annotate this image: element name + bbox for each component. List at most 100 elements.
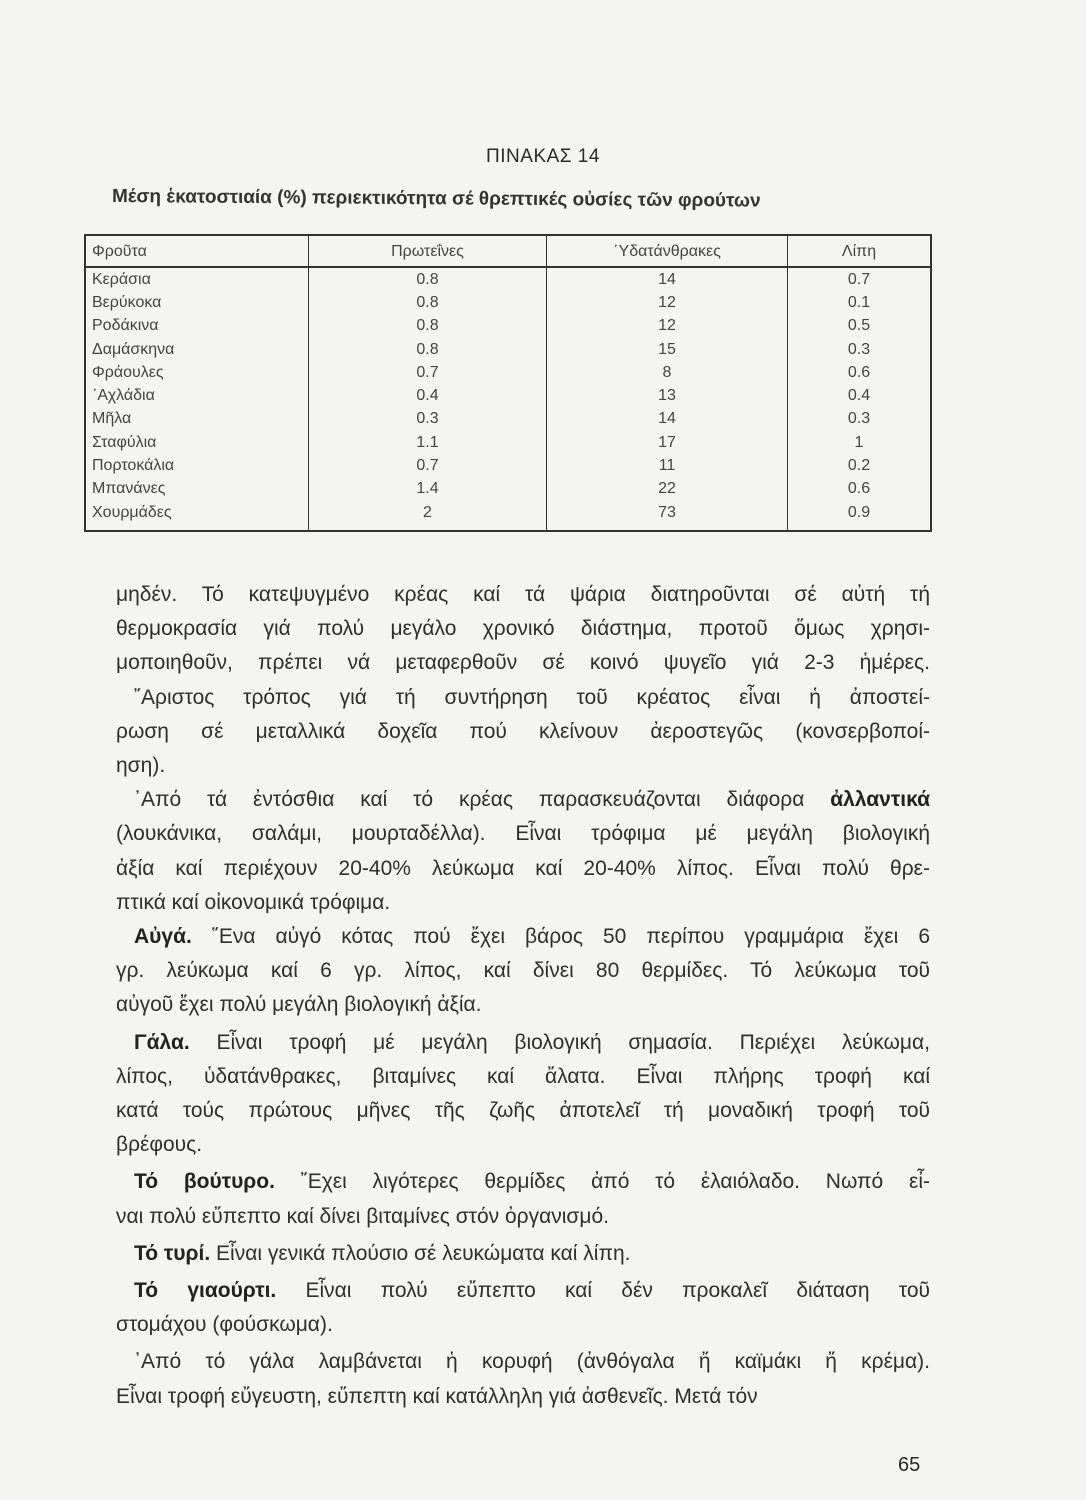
cell-protein: 0.8 <box>308 337 547 362</box>
section-heading: Γάλα. <box>134 1030 190 1054</box>
section-heading: Τό τυρί. <box>134 1241 211 1265</box>
text-line: αὐγοῦ ἔχει πολύ μεγάλη βιολογική ἀξία. <box>116 988 930 1022</box>
line-text: ρωση σέ μεταλλικά δοχεῖα πού κλείνουν ἀε… <box>116 719 930 743</box>
cell-fat: 0.9 <box>787 500 931 532</box>
text-line: Τό τυρί. Εἶναι γενικά πλούσιο σέ λευκώμα… <box>116 1237 930 1271</box>
cell-fruit: Σταφύλια <box>92 433 157 451</box>
cell-fruit: Μῆλα <box>92 410 132 428</box>
line-text: ᾽Από τό γάλα λαμβάνεται ἡ κορυφή (ἀνθόγα… <box>134 1350 930 1374</box>
body-text: μηδέν. Τό κατεψυγμένο κρέας καί τά ψάρια… <box>116 578 930 1414</box>
table-row: Βερύκοκα 0.8 12 0.1 <box>85 291 931 315</box>
cell-carbs: 13 <box>546 384 788 408</box>
text-line: Γάλα. Εἶναι τροφή μέ μεγάλη βιολογική ση… <box>116 1026 930 1060</box>
table-row: Ροδάκινα 0.8 12 0.5 <box>85 314 931 338</box>
cell-carbs: 12 <box>546 314 788 338</box>
table-row: Μπανάνες 1.4 22 0.6 <box>85 477 931 501</box>
line-text: Εἶναι πολύ εὔπεπτο καί δέν προκαλεῖ διάτ… <box>276 1279 930 1303</box>
text-line: Τό βούτυρο. ῎Εχει λιγότερες θερμίδες ἀπό… <box>116 1165 930 1199</box>
table-row: Πορτοκάλια 0.7 11 0.2 <box>85 454 931 478</box>
line-text: ῎Αριστος τρόπος γιά τή συντήρηση τοῦ κρέ… <box>134 685 930 709</box>
line-text: (λουκάνικα, σαλάμι, μουρταδέλλα). Εἶναι … <box>116 822 930 846</box>
text-line: ἀξία καί περιέχουν 20-40% λεύκωμα καί 20… <box>116 852 930 886</box>
column-header-protein: Πρωτεΐνες <box>308 235 547 268</box>
line-text: Εἶναι τροφή μέ μεγάλη βιολογική σημασία.… <box>189 1030 930 1054</box>
line-text: ἀξία καί περιέχουν 20-40% λεύκωμα καί 20… <box>116 856 930 880</box>
line-text: μοποιηθοῦν, πρέπει νά μεταφερθοῦν σέ κοι… <box>116 651 930 675</box>
table-row: Σταφύλια 1.1 17 1 <box>85 431 931 455</box>
cell-carbs: 22 <box>546 477 788 501</box>
cell-carbs: 14 <box>546 267 788 292</box>
text-line: ᾽Από τό γάλα λαμβάνεται ἡ κορυφή (ἀνθόγα… <box>116 1345 930 1379</box>
cell-carbs: 15 <box>546 337 788 362</box>
cell-fat: 0.6 <box>787 477 931 501</box>
text-line: Εἶναι τροφή εὔγευστη, εὔπεπτη καί κατάλλ… <box>116 1380 930 1414</box>
cell-carbs: 73 <box>546 500 788 532</box>
cell-protein: 0.4 <box>308 384 547 408</box>
line-text: ηση). <box>116 754 166 778</box>
cell-fat: 1 <box>787 431 931 455</box>
cell-fruit: Πορτοκάλια <box>92 457 175 475</box>
cell-fruit: Δαμάσκηνα <box>92 340 175 358</box>
table-header-row: Φροῦτα Πρωτεΐνες ῾Υδατάνθρακες Λίπη <box>85 235 931 268</box>
cell-protein: 0.7 <box>308 361 547 385</box>
line-text: θερμοκρασία γιά πολύ μεγάλο χρονικό διάσ… <box>116 617 930 641</box>
text-line: ρωση σέ μεταλλικά δοχεῖα πού κλείνουν ἀε… <box>116 715 930 749</box>
emphasized-term: ἀλλαντικά <box>830 788 930 812</box>
text-line: Τό γιαούρτι. Εἶναι πολύ εὔπεπτο καί δέν … <box>116 1274 930 1308</box>
column-header-carbs: ῾Υδατάνθρακες <box>546 235 788 268</box>
cell-fruit: Βερύκοκα <box>92 293 162 311</box>
line-text: πτικά καί οἰκονομικά τρόφιμα. <box>116 890 391 914</box>
cell-protein: 0.8 <box>308 314 547 338</box>
section-heading: Τό γιαούρτι. <box>134 1279 277 1303</box>
section-heading: Τό βούτυρο. <box>134 1170 275 1194</box>
text-line: βρέφους. <box>116 1128 930 1162</box>
cell-carbs: 14 <box>546 407 788 432</box>
text-line: (λουκάνικα, σαλάμι, μουρταδέλλα). Εἶναι … <box>116 817 930 851</box>
line-text: ναι πολύ εὔπεπτο καί δίνει βιταμίνες στό… <box>116 1204 609 1228</box>
line-text: ᾽Από τά ἐντόσθια καί τό κρέας παρασκευάζ… <box>134 788 831 812</box>
line-text: κατά τούς πρώτους μῆνες τῆς ζωῆς ἀποτελε… <box>116 1099 930 1123</box>
cell-carbs: 8 <box>546 361 788 385</box>
cell-protein: 2 <box>308 500 547 532</box>
cell-protein: 1.4 <box>308 477 547 501</box>
column-header-fat: Λίπη <box>787 235 931 268</box>
cell-fruit: Ροδάκινα <box>92 317 159 335</box>
cell-carbs: 11 <box>546 454 788 478</box>
cell-fruit: ᾽Αχλάδια <box>92 387 155 405</box>
line-text: λίπος, ὑδατάνθρακες, βιταμίνες καί ἄλατα… <box>116 1064 930 1088</box>
cell-fat: 0.6 <box>787 361 931 385</box>
nutrient-table: Φροῦτα Πρωτεΐνες ῾Υδατάνθρακες Λίπη Κερά… <box>84 234 932 533</box>
text-line: κατά τούς πρώτους μῆνες τῆς ζωῆς ἀποτελε… <box>116 1094 930 1128</box>
cell-carbs: 12 <box>546 291 788 315</box>
text-line: ῎Αριστος τρόπος γιά τή συντήρηση τοῦ κρέ… <box>116 681 930 715</box>
line-text: στομάχου (φούσκωμα). <box>116 1313 333 1337</box>
line-text: αὐγοῦ ἔχει πολύ μεγάλη βιολογική ἀξία. <box>116 993 482 1017</box>
text-line: Αὐγά. ῞Ενα αὐγό κότας πού ἔχει βάρος 50 … <box>116 920 930 954</box>
cell-fruit: Μπανάνες <box>92 480 166 498</box>
cell-protein: 0.8 <box>308 291 547 315</box>
line-text: Εἶναι γενικά πλούσιο σέ λευκώματα καί λί… <box>210 1241 631 1265</box>
line-text: βρέφους. <box>116 1133 203 1157</box>
line-text: γρ. λεύκωμα καί 6 γρ. λίπος, καί δίνει 8… <box>116 959 930 983</box>
section-heading: Αὐγά. <box>134 925 192 949</box>
table-row: Φράουλες 0.7 8 0.6 <box>85 361 931 385</box>
text-line: ηση). <box>116 749 930 783</box>
text-line: ναι πολύ εὔπεπτο καί δίνει βιταμίνες στό… <box>116 1200 930 1234</box>
cell-protein: 0.8 <box>308 267 547 292</box>
cell-fruit: Φράουλες <box>92 363 164 381</box>
cell-protein: 1.1 <box>308 431 547 455</box>
cell-fat: 0.4 <box>787 384 931 408</box>
cell-fat: 0.1 <box>787 291 931 315</box>
table-caption: Μέση ἑκατοστιαία (%) περιεκτικότητα σέ θ… <box>111 186 761 212</box>
text-line: λίπος, ὑδατάνθρακες, βιταμίνες καί ἄλατα… <box>116 1060 930 1094</box>
table-row: Κεράσια 0.8 14 0.7 <box>85 267 931 292</box>
cell-fruit: Κεράσια <box>92 270 151 288</box>
cell-protein: 0.3 <box>308 407 547 432</box>
cell-fat: 0.2 <box>787 454 931 478</box>
column-header-fruit: Φροῦτα <box>85 235 309 268</box>
text-line: γρ. λεύκωμα καί 6 γρ. λίπος, καί δίνει 8… <box>116 954 930 988</box>
line-text: Εἶναι τροφή εὔγευστη, εὔπεπτη καί κατάλλ… <box>116 1384 758 1408</box>
line-text: ῎Εχει λιγότερες θερμίδες ἀπό τό ἐλαιόλαδ… <box>274 1170 930 1194</box>
text-line: θερμοκρασία γιά πολύ μεγάλο χρονικό διάσ… <box>116 612 930 646</box>
cell-carbs: 17 <box>546 431 788 455</box>
